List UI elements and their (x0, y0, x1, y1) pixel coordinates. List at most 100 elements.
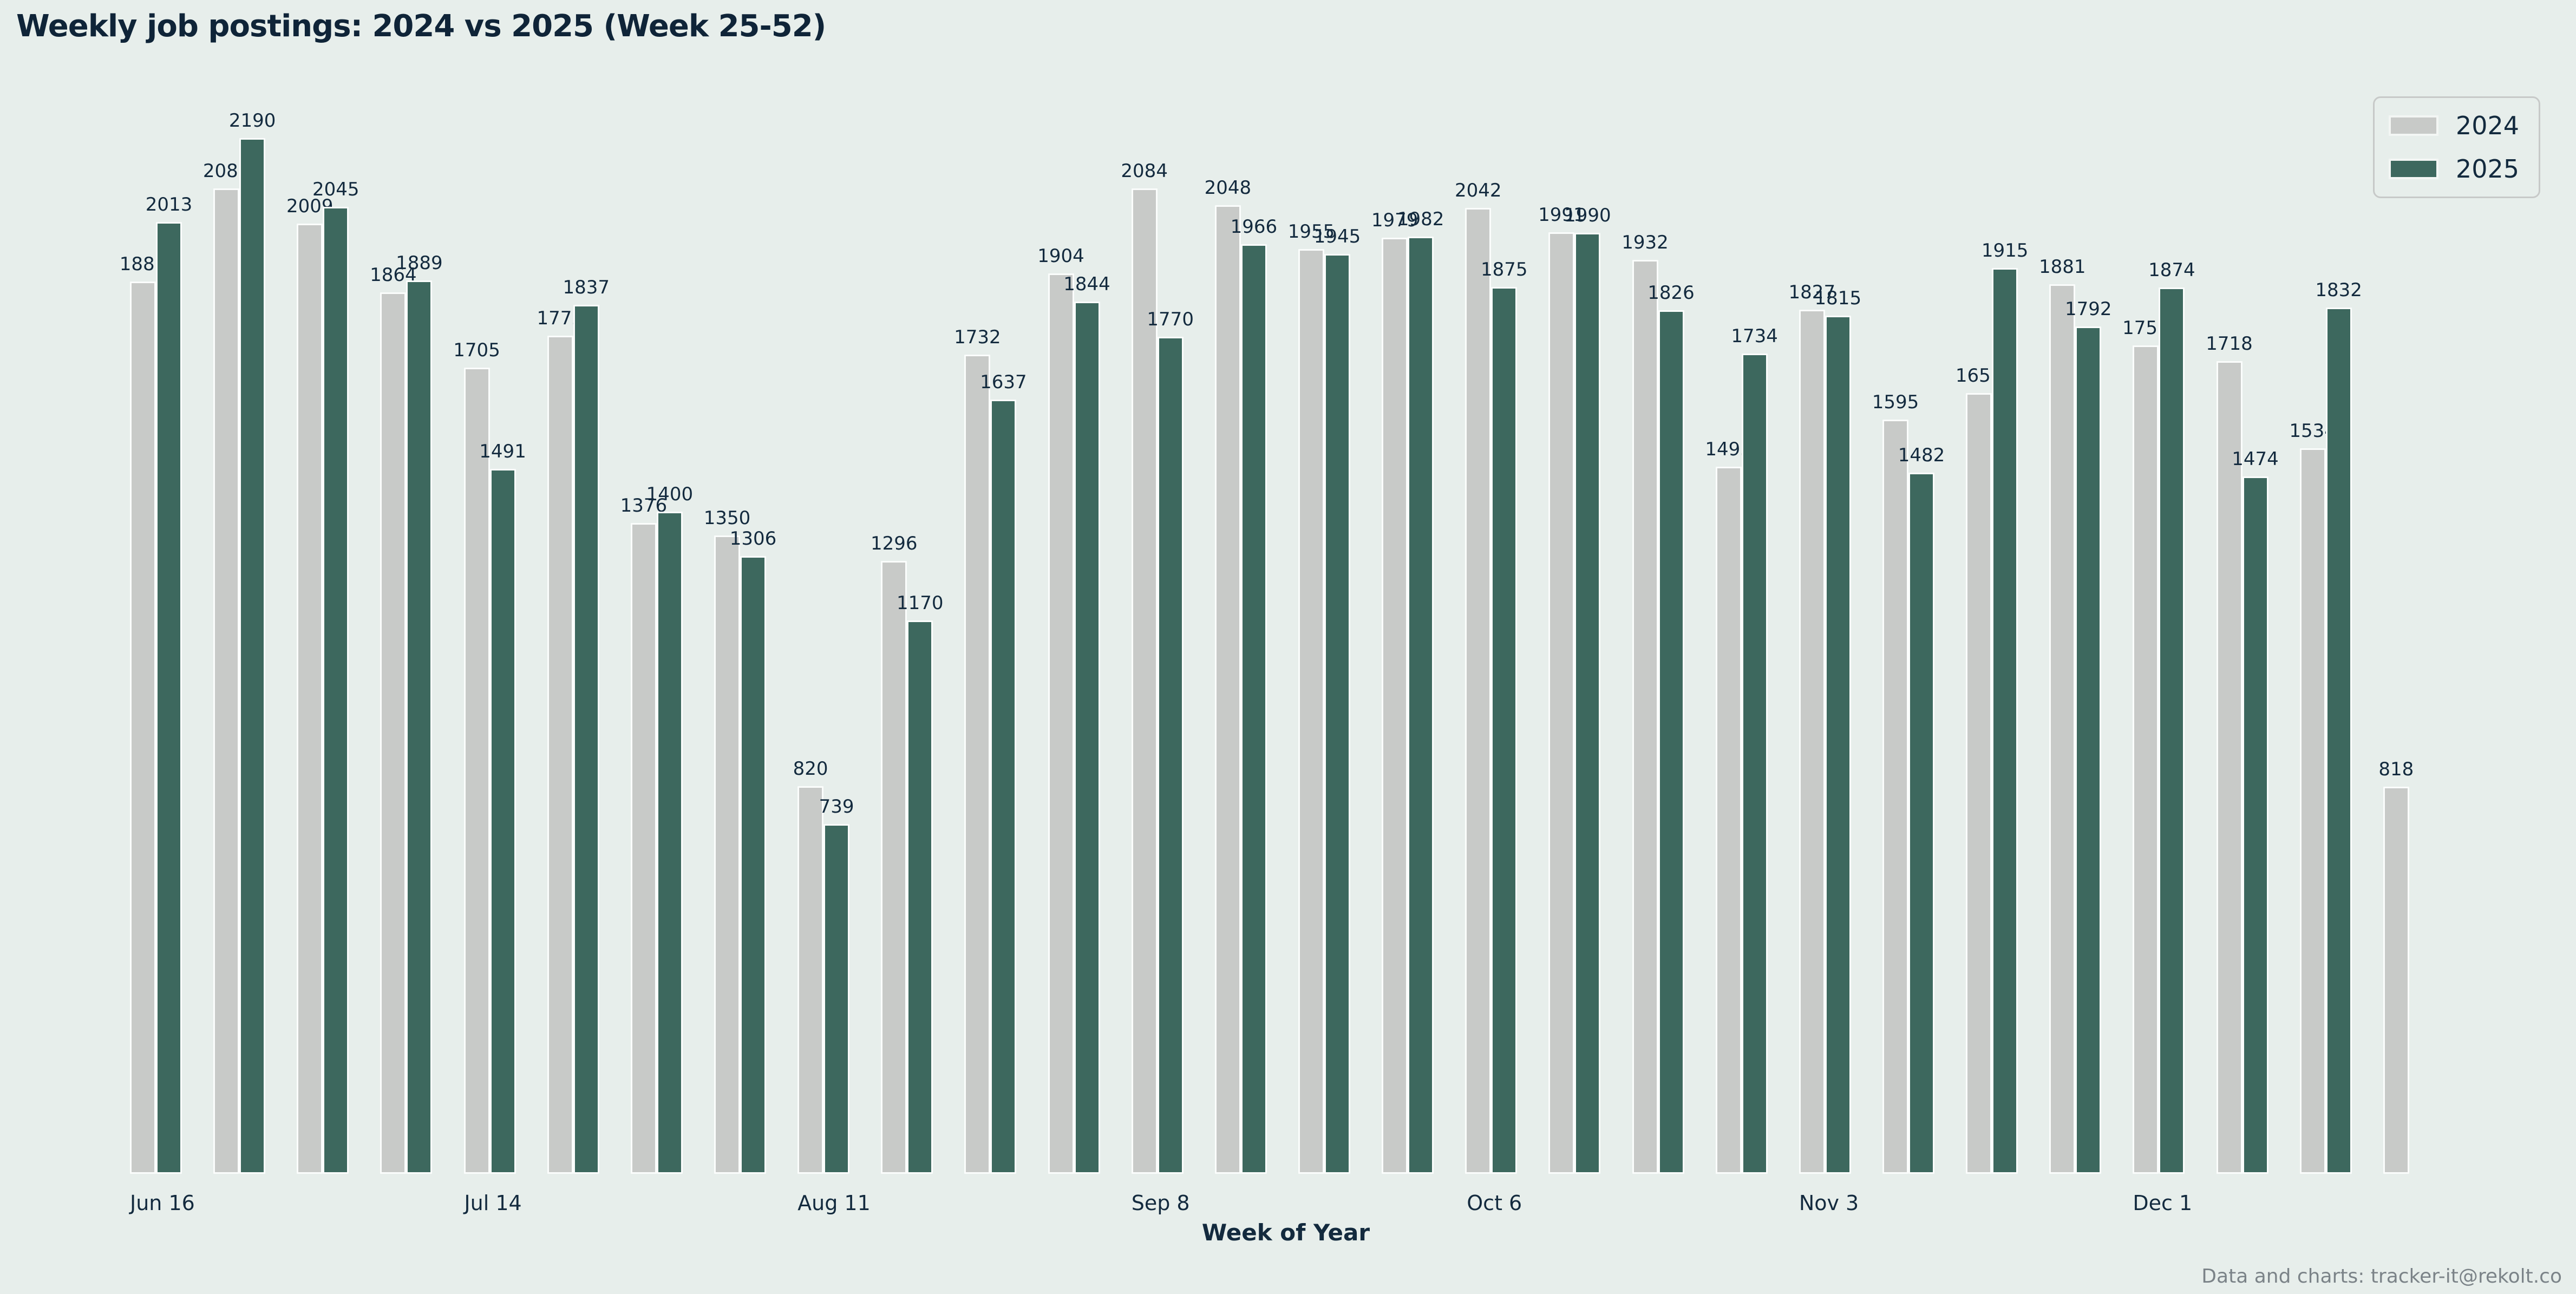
bar-group-week-8: 1350 1306 (704, 138, 776, 1174)
bar-2025: 1734 (1731, 325, 1778, 1174)
bar-2025: 1637 (980, 371, 1027, 1174)
x-tick-label: Jun 16 (130, 1191, 195, 1215)
bar-value-label: 2013 (145, 193, 193, 215)
bar-value-label: 1815 (1814, 287, 1862, 309)
x-tick-label (631, 1191, 689, 1215)
bar-2024: 820 (793, 758, 828, 1174)
legend-swatch-2024 (2388, 115, 2438, 136)
bar-group-week-2: 2083 2190 (203, 110, 276, 1174)
bar-value-label: 1955 (1287, 221, 1335, 243)
bar-2024: 1904 (1037, 245, 1084, 1174)
bar-value-label: 1170 (897, 592, 944, 614)
bar-group-week-21: 1827 1815 (1789, 138, 1861, 1174)
bar-group-week-22: 1595 1482 (1872, 138, 1945, 1174)
plot-area: 1887 2013 2083 2190 2009 2045 1864 1889 1705 1491… (120, 110, 2442, 1174)
bar-value-label: 1889 (396, 252, 443, 274)
bar-group-week-4: 1864 1889 (370, 138, 443, 1174)
x-tick-label (881, 1191, 939, 1215)
bar-value-label: 1482 (1898, 445, 1945, 467)
bar-value-label: 1904 (1037, 245, 1084, 267)
bar-value-label: 1932 (1622, 232, 1669, 254)
bar-value-label: 1990 (1564, 204, 1611, 226)
x-tick-label (1716, 1191, 1774, 1215)
bar-value-label: 1491 (479, 440, 526, 462)
bar-2024: 1705 (453, 339, 500, 1174)
bar-value-label: 2042 (1454, 180, 1502, 202)
bar-group-week-3: 2009 2045 (286, 138, 359, 1174)
bar-2025: 2013 (146, 194, 192, 1174)
bar-2024: 1376 (620, 495, 667, 1174)
bar-2024: 2084 (1121, 160, 1168, 1174)
bar-2024: 1752 (2122, 317, 2169, 1174)
bar-2025: 1491 (479, 441, 526, 1174)
bar-2024: 1881 (2039, 256, 2086, 1174)
bar-2024: 1296 (871, 533, 918, 1174)
bar-value-label: 1837 (563, 277, 610, 299)
bar-value-label: 1874 (2148, 259, 2195, 282)
bar-value-label: 1966 (1230, 215, 1278, 238)
bar-group-week-9: 820 739 (793, 138, 856, 1174)
x-tick-label (714, 1191, 773, 1215)
bar-2024: 2083 (203, 160, 250, 1174)
bar-2025: 1792 (2065, 298, 2112, 1174)
bar-2025: 1170 (897, 592, 944, 1174)
x-tick-label: Jul 14 (464, 1191, 522, 1215)
x-tick-label (1298, 1191, 1357, 1215)
x-axis-title: Week of Year (1201, 1219, 1370, 1246)
bar-value-label: 1718 (2206, 333, 2253, 355)
x-tick-label (964, 1191, 1023, 1215)
legend-item-2025: 2025 (2388, 154, 2519, 184)
x-tick-label (2217, 1191, 2275, 1215)
bar-value-label: 2084 (1121, 160, 1168, 182)
x-tick-label: Oct 6 (1467, 1191, 1522, 1215)
bar-2025: 1990 (1564, 205, 1611, 1174)
bar-group-week-25: 1752 1874 (2122, 138, 2195, 1174)
bar-value-label: 1844 (1063, 273, 1110, 296)
bar-2025: 1832 (2315, 279, 2362, 1174)
legend-label-2024: 2024 (2455, 111, 2519, 140)
x-axis-ticks: Jun 16 Jul 14 Aug 11 Sep 8 Oct 6 Nov 3 Dec 1 (130, 1191, 2442, 1215)
x-tick-label: Aug 11 (797, 1191, 871, 1215)
bar-group-week-1: 1887 2013 (120, 138, 192, 1174)
bar-group-week-17: 2042 1875 (1455, 138, 1528, 1174)
bar-groups: 1887 2013 2083 2190 2009 2045 1864 1889 1705 1491… (120, 110, 2442, 1174)
bar-value-label: 1400 (646, 483, 694, 506)
bar-value-label: 1827 (1788, 282, 1836, 304)
bar-value-label: 2190 (228, 110, 276, 132)
bar-2024: 1495 (1705, 439, 1752, 1174)
x-tick-label (1048, 1191, 1107, 1215)
x-tick-label (547, 1191, 606, 1215)
bar-2024: 2042 (1455, 180, 1502, 1174)
bar-2024: 1887 (120, 253, 166, 1174)
bar-2025: 1915 (1982, 240, 2028, 1174)
x-tick-label (2300, 1191, 2358, 1215)
x-tick-label: Dec 1 (2133, 1191, 2193, 1215)
legend-swatch-2025 (2388, 159, 2438, 179)
bar-value-label: 1637 (980, 371, 1027, 394)
x-tick-label (213, 1191, 272, 1215)
bar-group-week-11: 1732 1637 (954, 138, 1027, 1174)
bar-2024: 1350 (704, 507, 750, 1174)
x-tick-label (2383, 1191, 2442, 1215)
bar-group-week-13: 2084 1770 (1121, 138, 1194, 1174)
bar-group-week-10: 1296 1170 (871, 138, 944, 1174)
bar-group-week-16: 1979 1982 (1371, 138, 1444, 1174)
bar-2024: 2048 (1205, 177, 1251, 1174)
bar-value-label: 818 (2378, 759, 2414, 781)
bar-group-week-19: 1932 1826 (1622, 138, 1695, 1174)
bar-2025: 1400 (646, 483, 693, 1174)
x-tick-label: Nov 3 (1799, 1191, 1859, 1215)
bar-value-label: 1991 (1538, 204, 1585, 226)
bar-value-label: 2048 (1204, 177, 1252, 199)
x-tick-label (297, 1191, 355, 1215)
bar-2025: 1837 (563, 277, 610, 1174)
bar-group-week-6: 1772 1837 (537, 138, 610, 1174)
bar-value-label: 1875 (1480, 259, 1528, 281)
legend: 2024 2025 (2372, 96, 2540, 198)
bar-value-label: 1705 (453, 339, 500, 361)
bar-2024: 1772 (537, 308, 584, 1174)
bar-value-label: 1945 (1313, 226, 1361, 248)
bar-group-week-15: 1955 1945 (1288, 138, 1361, 1174)
bar-2024: 1534 (2289, 420, 2336, 1174)
bar-2025: 1306 (730, 528, 776, 1174)
